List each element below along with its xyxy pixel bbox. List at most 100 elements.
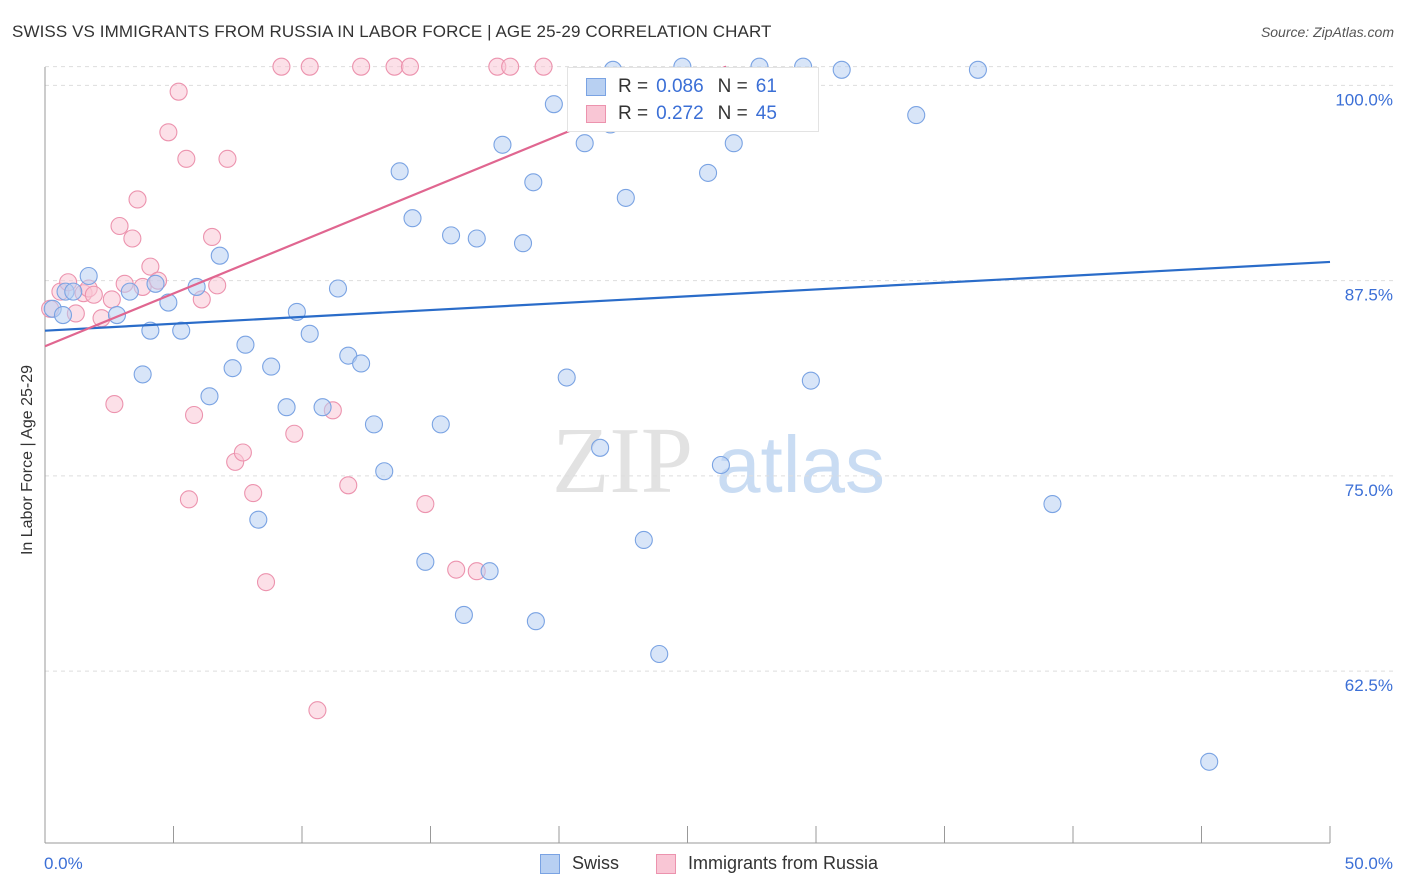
swiss-swatch	[586, 78, 606, 96]
swiss-point	[591, 438, 610, 457]
swiss-point	[64, 282, 83, 301]
swiss-point	[200, 387, 219, 406]
russia-point	[84, 285, 103, 304]
swiss-point	[1200, 752, 1219, 771]
swiss-n-label: N =	[717, 76, 748, 97]
source-label: Source: ZipAtlas.com	[1260, 24, 1394, 40]
swiss-point	[801, 371, 820, 390]
russia-point	[128, 190, 147, 209]
russia-point	[179, 490, 198, 509]
swiss-point	[442, 226, 461, 245]
swiss-point	[277, 398, 296, 417]
swiss-point	[146, 274, 165, 293]
swiss-point	[120, 282, 139, 301]
russia-point	[352, 57, 371, 76]
russia-point	[218, 149, 237, 168]
watermark-atlas: atlas	[716, 420, 885, 509]
x-tick-label: 0.0%	[44, 854, 83, 873]
x-tick-label: 50.0%	[1345, 854, 1393, 873]
russia-legend-label: Immigrants from Russia	[688, 853, 879, 873]
watermark: ZIP atlas	[552, 409, 885, 513]
russia-n-value: 45	[755, 103, 777, 124]
swiss-trend-line	[44, 260, 1331, 332]
legend-item-swiss[interactable]: Swiss	[540, 853, 619, 874]
swiss-point	[223, 359, 242, 378]
legend-row-russia: R = 0.272 N = 45	[586, 102, 791, 126]
russia-point	[233, 443, 252, 462]
swiss-point	[416, 552, 435, 571]
swiss-point	[79, 266, 98, 286]
swiss-point	[467, 229, 486, 248]
swiss-point	[557, 368, 576, 387]
swiss-point	[480, 562, 499, 581]
russia-point	[256, 573, 276, 592]
swiss-legend-swatch	[540, 853, 560, 874]
swiss-point	[172, 321, 191, 340]
watermark-zip: ZIP	[552, 409, 693, 513]
russia-legend-swatch	[656, 853, 676, 874]
russia-point	[285, 424, 304, 443]
russia-point	[308, 701, 327, 720]
swiss-point	[328, 279, 348, 298]
russia-point	[339, 476, 358, 495]
swiss-point	[210, 246, 229, 265]
swiss-point	[1043, 494, 1062, 514]
swiss-r-value: 0.086	[656, 76, 704, 97]
russia-point	[203, 227, 222, 246]
swiss-point	[907, 106, 926, 125]
russia-point	[447, 560, 466, 579]
swiss-point	[968, 60, 987, 79]
russia-point	[185, 405, 204, 425]
russia-point	[244, 484, 263, 503]
swiss-point	[575, 134, 594, 153]
swiss-point	[832, 60, 851, 79]
russia-point	[300, 57, 319, 76]
swiss-point	[352, 354, 371, 373]
swiss-point	[524, 173, 543, 192]
swiss-point	[526, 612, 545, 631]
russia-r-value: 0.272	[656, 103, 704, 124]
swiss-point	[431, 415, 450, 434]
russia-point	[110, 216, 129, 236]
swiss-point	[493, 135, 512, 154]
swiss-point	[300, 324, 319, 343]
swiss-point	[650, 644, 669, 664]
swiss-point	[513, 234, 533, 253]
swiss-point	[364, 415, 384, 434]
swiss-n-value: 61	[755, 76, 777, 97]
swiss-point	[236, 335, 255, 354]
russia-point	[208, 276, 227, 295]
swiss-point	[699, 163, 718, 182]
russia-point	[272, 57, 291, 76]
y-tick-label: 62.5%	[1345, 676, 1393, 695]
swiss-point	[544, 95, 563, 114]
y-tick-label: 87.5%	[1345, 286, 1393, 305]
swiss-point	[634, 530, 653, 550]
russia-point	[169, 82, 188, 101]
swiss-r-label: R =	[618, 76, 649, 97]
russia-point	[123, 229, 142, 248]
swiss-point	[724, 134, 743, 153]
swiss-point	[262, 357, 281, 376]
legend-item-russia[interactable]: Immigrants from Russia	[656, 853, 878, 874]
russia-point	[141, 257, 160, 276]
swiss-point	[616, 188, 635, 207]
russia-point	[159, 123, 178, 142]
russia-point	[105, 395, 124, 414]
russia-point	[102, 290, 121, 309]
y-tick-label: 100.0%	[1335, 90, 1393, 109]
swiss-legend-label: Swiss	[572, 853, 620, 873]
swiss-point	[133, 365, 152, 384]
chart-title: SWISS VS IMMIGRANTS FROM RUSSIA IN LABOR…	[12, 22, 772, 41]
swiss-point	[454, 605, 473, 624]
russia-point	[385, 57, 404, 76]
y-tick-label: 75.0%	[1345, 481, 1393, 500]
russia-point	[534, 57, 553, 76]
stats-legend: R = 0.086 N = 61 R = 0.272 N = 45	[567, 67, 819, 132]
russia-r-label: R =	[618, 103, 649, 124]
russia-point	[501, 57, 520, 76]
legend-row-swiss: R = 0.086 N = 61	[586, 75, 791, 99]
russia-n-label: N =	[717, 103, 748, 124]
russia-point	[416, 494, 435, 514]
